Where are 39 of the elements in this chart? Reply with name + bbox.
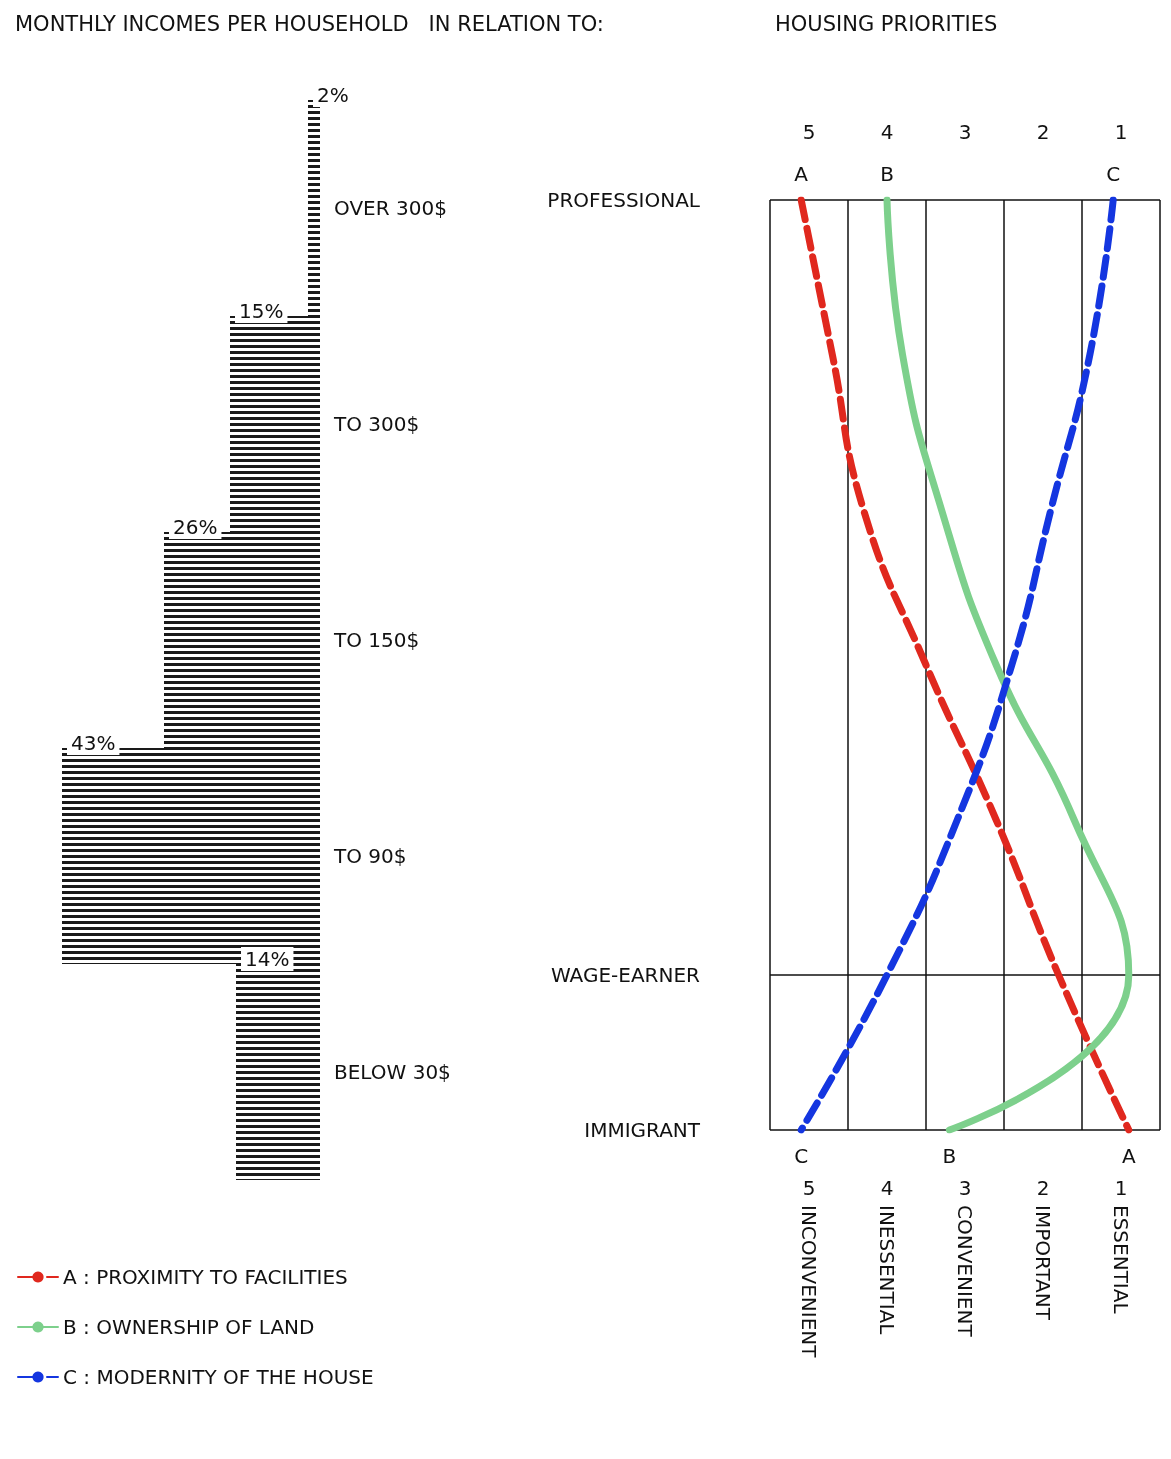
text: INCONVENIENT (797, 1205, 821, 1359)
x2-tick-label: 4 (880, 120, 894, 144)
y-tick-label: WAGE-EARNER (550, 963, 701, 987)
text: IMPORTANT (1031, 1205, 1055, 1321)
x2-tick-label: 2 (1036, 120, 1050, 144)
text: CONVENIENT (953, 1205, 977, 1338)
legend-label: B : OWNERSHIP OF LAND (63, 1315, 315, 1339)
data-label: 43% (71, 731, 116, 755)
text: INESSENTIAL (875, 1205, 899, 1336)
annotation: A (1121, 1144, 1136, 1168)
x-tick-label: 2 (1036, 1176, 1050, 1200)
x-tick-label: 1 (1114, 1176, 1128, 1200)
x2-tick-label: 3 (958, 120, 972, 144)
annotation: B (942, 1144, 957, 1168)
x2-tick-label: 1 (1114, 120, 1128, 144)
annotation: A (794, 162, 809, 186)
y-tick-label: PROFESSIONAL (547, 188, 701, 212)
annotation: C (794, 1144, 809, 1168)
data-label: 15% (239, 299, 284, 323)
y-tick-label: OVER 300$ (334, 196, 447, 220)
y-tick-label: TO 300$ (333, 412, 420, 436)
data-label: 26% (173, 515, 218, 539)
x-tick-label: 3 (958, 1176, 972, 1200)
text: ESSENTIAL (1109, 1205, 1133, 1315)
chart-title: MONTHLY INCOMES PER HOUSEHOLD IN RELATION TO: (15, 11, 604, 36)
y-tick-label: BELOW 30$ (334, 1060, 451, 1084)
annotation: C (1106, 162, 1121, 186)
x-tick-label: 5 (802, 1176, 816, 1200)
y-tick-label: TO 150$ (333, 628, 420, 652)
y-tick-label: IMMIGRANT (584, 1118, 701, 1142)
legend-label: C : MODERNITY OF THE HOUSE (63, 1365, 374, 1389)
annotation: B (880, 162, 894, 186)
data-label: 2% (317, 83, 349, 107)
chart-title: HOUSING PRIORITIES (775, 11, 998, 36)
data-label: 14% (245, 947, 290, 971)
y-tick-label: TO 90$ (333, 844, 407, 868)
x-tick-label: 4 (880, 1176, 894, 1200)
legend-label: A : PROXIMITY TO FACILITIES (63, 1265, 348, 1289)
x2-tick-label: 5 (802, 120, 816, 144)
